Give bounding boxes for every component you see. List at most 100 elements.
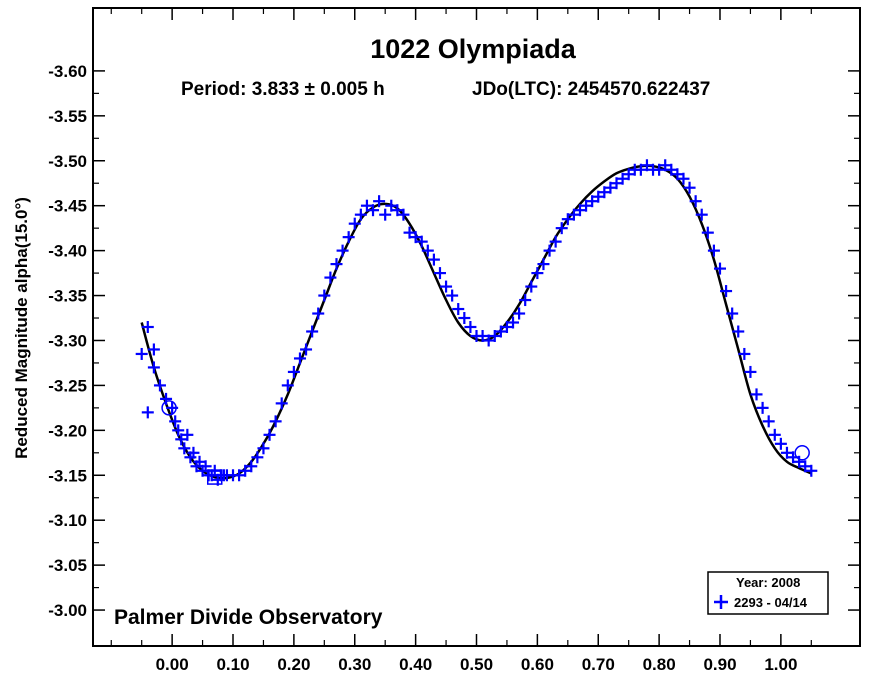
data-point	[713, 262, 726, 275]
data-point	[233, 469, 246, 482]
data-point	[476, 329, 489, 342]
y-tick-label: -3.35	[48, 287, 87, 306]
data-point	[580, 199, 593, 212]
data-point	[689, 195, 702, 208]
data-point	[555, 222, 568, 235]
legend-box	[707, 571, 829, 615]
x-tick-label: 0.30	[338, 655, 371, 674]
data-point	[805, 464, 818, 477]
data-point	[683, 181, 696, 194]
data-point	[573, 204, 586, 217]
data-point	[169, 415, 182, 428]
y-tick-label: -3.25	[48, 376, 87, 395]
data-point	[281, 379, 294, 392]
axis-ticks	[93, 8, 860, 646]
data-point	[269, 415, 282, 428]
data-points-layer	[135, 159, 818, 486]
data-point	[342, 231, 355, 244]
highlight-markers-layer	[161, 400, 810, 485]
data-point	[415, 235, 428, 248]
y-tick-label: -3.20	[48, 421, 87, 440]
x-tick-label: 0.70	[582, 655, 615, 674]
data-point	[640, 159, 653, 172]
data-point	[604, 181, 617, 194]
epoch-subtitle: JDo(LTC): 2454570.622437	[472, 79, 710, 100]
data-point	[616, 172, 629, 185]
data-point	[312, 307, 325, 320]
data-point	[300, 343, 313, 356]
data-point	[482, 334, 495, 347]
data-point	[287, 365, 300, 378]
chart-title: 1022 Olympiada	[370, 34, 577, 64]
data-point	[251, 451, 264, 464]
data-point	[720, 285, 733, 298]
x-tick-label: 0.10	[216, 655, 249, 674]
data-point	[507, 316, 520, 329]
highlight-circle-marker	[794, 445, 810, 461]
legend-entry-label: 2293 - 04/14	[734, 595, 808, 610]
data-point	[336, 244, 349, 257]
fit-curve-layer	[140, 164, 812, 480]
data-point	[738, 347, 751, 360]
data-point	[774, 437, 787, 450]
data-point	[175, 433, 188, 446]
y-tick-label: -3.60	[48, 62, 87, 81]
data-point	[598, 186, 611, 199]
data-point	[762, 415, 775, 428]
data-point	[592, 190, 605, 203]
data-point	[354, 208, 367, 221]
data-point	[306, 325, 319, 338]
x-tick-label: 0.00	[156, 655, 189, 674]
data-point	[360, 199, 373, 212]
y-tick-label: -3.50	[48, 152, 87, 171]
data-point	[403, 226, 416, 239]
data-point	[561, 213, 574, 226]
data-point	[421, 244, 434, 257]
data-point	[379, 208, 392, 221]
data-point	[433, 267, 446, 280]
data-point	[160, 392, 173, 405]
data-point	[257, 442, 270, 455]
data-point	[464, 321, 477, 333]
observatory-annotation: Palmer Divide Observatory	[114, 606, 383, 629]
data-point	[665, 163, 678, 176]
data-point	[245, 460, 258, 473]
data-point	[193, 455, 206, 468]
data-point	[677, 172, 690, 185]
data-point	[373, 195, 386, 208]
data-point	[610, 177, 623, 190]
y-tick-label: -3.55	[48, 107, 87, 126]
y-tick-label: -3.00	[48, 601, 87, 620]
data-point	[452, 303, 465, 316]
data-point	[427, 253, 440, 266]
data-point	[537, 258, 550, 271]
y-tick-label: -3.10	[48, 511, 87, 530]
data-point	[701, 226, 714, 239]
period-subtitle: Period: 3.833 ± 0.005 h	[181, 79, 385, 100]
data-point	[293, 352, 306, 365]
x-tick-label: 0.40	[399, 655, 432, 674]
data-point	[391, 204, 404, 217]
data-point	[199, 460, 212, 473]
x-tick-label: 0.80	[643, 655, 676, 674]
data-point	[793, 455, 806, 468]
highlight-square-marker	[206, 469, 223, 485]
data-point	[458, 312, 471, 325]
data-point	[367, 204, 380, 217]
data-point	[780, 446, 793, 459]
y-axis-label: Reduced Magnitude alpha(15.0°)	[12, 197, 31, 459]
data-point	[726, 307, 739, 320]
plot-frame	[92, 7, 861, 647]
data-point	[147, 343, 160, 356]
data-point	[543, 244, 556, 257]
data-point	[756, 401, 769, 414]
data-point	[622, 168, 635, 181]
data-point	[671, 168, 684, 181]
axis-tick-labels: 0.00 0.10 0.20 0.30 0.40 0.50 0.60 0.70 0.80 0.90…	[48, 62, 797, 674]
data-point	[659, 159, 672, 172]
data-point	[525, 280, 538, 293]
x-tick-label: 0.60	[521, 655, 554, 674]
data-point	[141, 321, 154, 333]
data-point	[440, 280, 453, 293]
data-point	[318, 289, 331, 302]
